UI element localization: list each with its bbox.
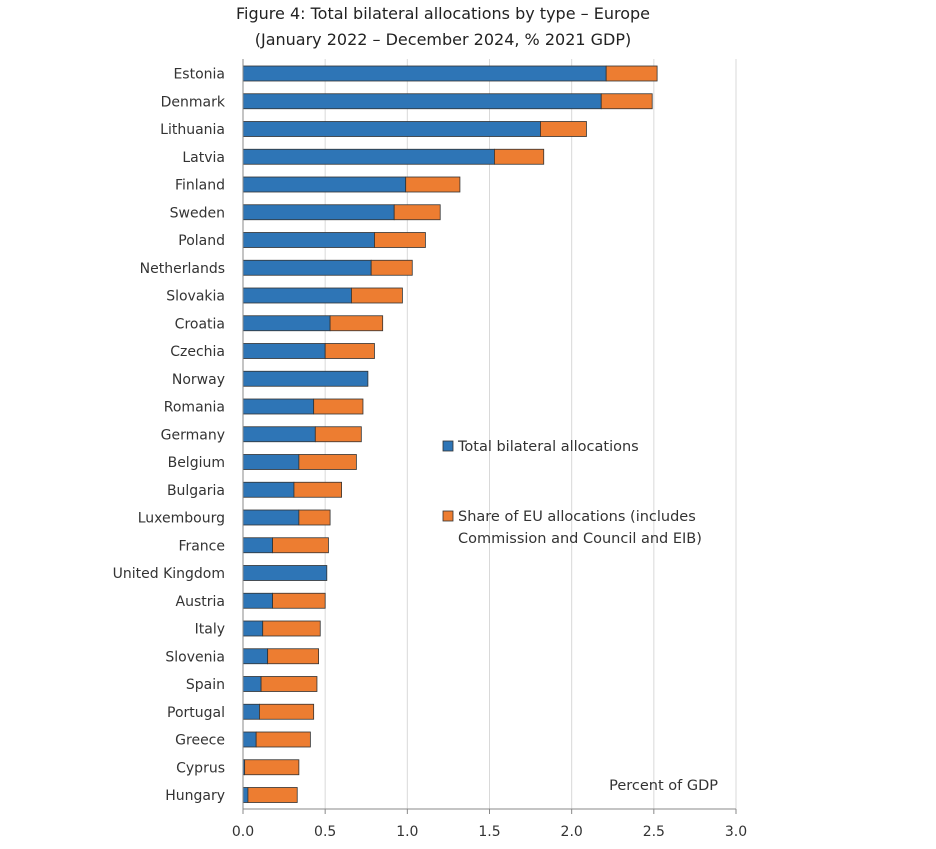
category-label: Romania xyxy=(164,400,225,416)
bar-eu-share xyxy=(244,759,300,776)
bar-eu-share xyxy=(313,398,364,415)
bar-eu-share xyxy=(247,787,298,803)
bar-bilateral xyxy=(242,565,328,581)
category-label: Estonia xyxy=(173,67,225,83)
x-axis-unit-label: Percent of GDP xyxy=(609,778,718,794)
bar-bilateral xyxy=(242,93,602,110)
bar-bilateral xyxy=(242,287,352,304)
category-label: Spain xyxy=(186,677,225,693)
x-tick-label: 1.0 xyxy=(396,824,418,840)
bar-eu-share xyxy=(351,287,403,304)
bar-bilateral xyxy=(242,148,495,165)
legend: Total bilateral allocations Share of EU … xyxy=(442,439,702,547)
bar-eu-share xyxy=(260,676,318,692)
bar-eu-share xyxy=(540,121,587,137)
bar-bilateral xyxy=(242,370,369,387)
category-label: Czechia xyxy=(170,344,225,360)
bar-bilateral xyxy=(242,787,249,803)
bar-eu-share xyxy=(262,620,321,637)
category-label: Greece xyxy=(175,733,225,749)
bar-eu-share xyxy=(370,259,413,276)
bar-bilateral xyxy=(242,315,331,332)
bars xyxy=(242,65,658,803)
bar-eu-share xyxy=(405,176,461,193)
bar-eu-share xyxy=(298,454,357,470)
legend-swatch-bilateral xyxy=(442,440,454,452)
bar-eu-share xyxy=(605,65,658,82)
bar-eu-share xyxy=(324,343,375,359)
category-label: United Kingdom xyxy=(113,566,225,582)
category-label: France xyxy=(178,538,225,554)
bar-bilateral xyxy=(242,259,372,276)
x-tick-label: 0.0 xyxy=(232,824,254,840)
legend-label-bilateral: Total bilateral allocations xyxy=(457,439,639,455)
bar-eu-share xyxy=(267,648,319,665)
bar-bilateral xyxy=(242,204,395,221)
bar-bilateral xyxy=(242,65,607,82)
bar-eu-share xyxy=(259,703,315,720)
legend-swatch-eu-share xyxy=(442,510,454,522)
x-tick-label: 2.0 xyxy=(561,824,583,840)
category-label: Lithuania xyxy=(160,122,225,138)
bar-bilateral xyxy=(242,232,375,248)
bar-bilateral xyxy=(242,537,273,554)
bar-bilateral xyxy=(242,343,326,359)
x-tick-label: 1.5 xyxy=(478,824,500,840)
bar-eu-share xyxy=(314,426,362,443)
category-label: Slovakia xyxy=(166,289,225,305)
bar-bilateral xyxy=(242,731,257,748)
category-label: Croatia xyxy=(175,316,225,332)
category-label: Germany xyxy=(161,427,225,443)
bar-eu-share xyxy=(298,509,331,526)
bar-bilateral xyxy=(242,648,269,665)
category-label: Luxembourg xyxy=(138,511,225,527)
x-tick-label: 0.5 xyxy=(314,824,336,840)
bar-bilateral xyxy=(242,592,273,609)
bar-bilateral xyxy=(242,620,264,637)
chart-title: Figure 4: Total bilateral allocations by… xyxy=(236,4,650,23)
x-tick-label: 3.0 xyxy=(725,824,747,840)
category-label: Slovenia xyxy=(165,649,225,665)
bar-eu-share xyxy=(293,481,342,498)
category-label: Netherlands xyxy=(140,261,225,277)
category-label: Portugal xyxy=(167,705,225,721)
x-axis: 0.0 0.5 1.0 1.5 2.0 2.5 3.0 xyxy=(232,59,747,840)
bar-bilateral xyxy=(242,176,407,193)
bar-eu-share xyxy=(374,232,426,248)
bar-eu-share xyxy=(272,592,326,609)
bar-eu-share xyxy=(393,204,441,221)
chart-subtitle: (January 2022 – December 2024, % 2021 GD… xyxy=(255,30,632,49)
bar-bilateral xyxy=(242,509,300,526)
category-label: Austria xyxy=(176,594,225,610)
category-label: Latvia xyxy=(182,150,225,166)
category-label: Norway xyxy=(172,372,225,388)
bar-eu-share xyxy=(272,537,329,554)
bar-eu-share xyxy=(494,148,545,165)
bar-bilateral xyxy=(242,676,262,692)
bar-bilateral xyxy=(242,121,541,137)
category-label: Cyprus xyxy=(176,760,225,776)
category-label: Finland xyxy=(175,178,225,194)
bar-eu-share xyxy=(329,315,384,332)
bar-bilateral xyxy=(242,703,260,720)
bar-eu-share xyxy=(600,93,653,110)
grid-lines xyxy=(324,59,737,809)
category-label: Bulgaria xyxy=(167,483,225,499)
category-label: Hungary xyxy=(165,788,225,804)
category-label: Belgium xyxy=(168,455,225,471)
bar-bilateral xyxy=(242,398,315,415)
legend-label-eu-share-line-1: Share of EU allocations (includes xyxy=(458,509,696,525)
category-label: Italy xyxy=(195,622,225,638)
category-labels: Estonia Denmark Lithuania Latvia Finland Swed… xyxy=(113,67,226,805)
bar-bilateral xyxy=(242,426,316,443)
legend-label-eu-share-line-2: Commission and Council and EIB) xyxy=(458,531,702,547)
category-label: Sweden xyxy=(170,205,225,221)
bar-bilateral xyxy=(242,481,295,498)
bar-eu-share xyxy=(255,731,311,748)
category-label: Poland xyxy=(178,233,225,249)
bar-bilateral xyxy=(242,454,300,470)
category-label: Denmark xyxy=(161,94,226,110)
x-tick-label: 2.5 xyxy=(643,824,665,840)
